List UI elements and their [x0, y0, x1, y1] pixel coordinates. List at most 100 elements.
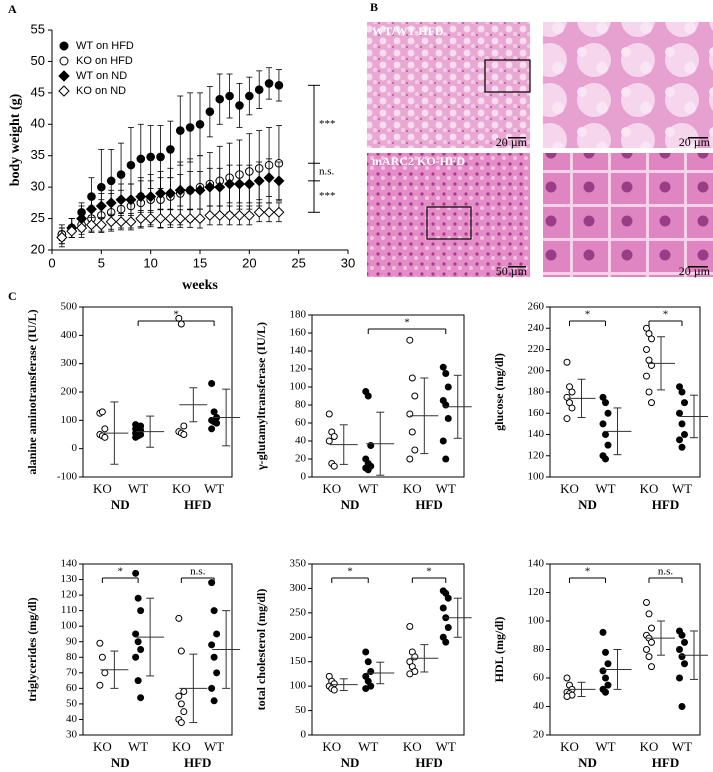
data-point — [132, 569, 140, 577]
y-tick-label: 260 — [528, 301, 545, 313]
x-tick-label: 25 — [291, 255, 305, 270]
y-tick-label: 40 — [31, 116, 45, 131]
y-tick-label: 160 — [528, 407, 545, 419]
data-point — [224, 209, 236, 221]
data-point — [602, 399, 609, 407]
data-point — [676, 674, 683, 682]
panel-label: A — [8, 2, 17, 16]
y-tick-label: 80 — [295, 399, 307, 411]
data-point — [681, 660, 688, 668]
y-tick-label: 120 — [61, 589, 78, 601]
data-point — [174, 184, 186, 196]
x-tick-label: KO — [403, 481, 422, 496]
data-point — [225, 91, 234, 101]
y-tick-label: 100 — [61, 414, 78, 426]
zoom-box — [426, 206, 472, 240]
data-point — [563, 674, 571, 682]
group-label: HFD — [415, 755, 442, 770]
data-point — [678, 631, 686, 639]
plot-frame — [82, 563, 233, 736]
y-tick-label: 110 — [61, 604, 78, 616]
data-point — [602, 648, 609, 656]
data-point — [105, 197, 117, 209]
data-point — [177, 719, 185, 727]
data-point — [96, 681, 104, 689]
data-point — [174, 213, 186, 225]
data-point — [325, 410, 333, 418]
group-label: ND — [111, 755, 130, 770]
y-tick-label: 35 — [31, 147, 45, 162]
y-tick-label: 100 — [528, 615, 545, 627]
y-tick-label: -100 — [57, 471, 78, 483]
x-tick-label: WT — [595, 739, 615, 754]
y-tick-label: 120 — [528, 449, 545, 461]
data-point — [205, 107, 215, 117]
y-tick-label: 140 — [290, 345, 307, 357]
data-point — [643, 372, 650, 380]
data-point — [330, 462, 338, 470]
y-tick-label: 140 — [528, 428, 545, 440]
data-point — [180, 431, 188, 438]
scale-bar — [688, 137, 708, 139]
data-point — [125, 194, 137, 206]
y-tick-label: 20 — [533, 729, 545, 741]
data-point — [568, 388, 576, 396]
x-tick-label: WT — [128, 481, 148, 496]
data-point — [175, 126, 185, 135]
data-point — [599, 420, 607, 428]
data-point — [208, 684, 216, 692]
data-point — [264, 79, 274, 88]
y-axis-label: γ-glutamyltransferase (IU/L) — [254, 322, 268, 471]
data-point — [213, 669, 221, 677]
y-tick-label: 140 — [61, 558, 78, 570]
zoom-box — [484, 59, 531, 93]
data-point — [195, 119, 205, 129]
x-tick-label: KO — [560, 739, 579, 754]
data-point — [155, 187, 167, 199]
data-point — [645, 653, 653, 661]
data-point — [678, 703, 686, 710]
y-tick-label: 180 — [528, 386, 545, 398]
data-point — [166, 145, 175, 154]
significance-label: n.s. — [658, 566, 674, 578]
y-tick-label: 30 — [31, 179, 45, 194]
data-point — [604, 441, 612, 449]
data-point — [184, 184, 196, 196]
scale-bar-label: 20 µm — [679, 135, 711, 149]
data-point — [145, 191, 157, 203]
significance-label: * — [404, 317, 410, 329]
significance-label: *** — [319, 118, 336, 130]
data-point — [442, 370, 450, 377]
x-tick-label: WT — [595, 481, 615, 496]
data-point — [274, 81, 284, 90]
group-label: HFD — [184, 755, 211, 770]
data-point — [408, 374, 416, 382]
data-point — [599, 667, 607, 675]
marker — [58, 85, 70, 97]
data-point — [85, 203, 97, 215]
data-point — [364, 658, 372, 666]
significance-label: * — [585, 566, 591, 578]
data-point — [56, 231, 68, 243]
data-point — [134, 594, 142, 602]
data-point — [213, 419, 221, 427]
data-point — [204, 209, 216, 221]
marker — [59, 41, 69, 51]
data-point — [676, 646, 683, 653]
data-point — [137, 646, 145, 653]
x-tick-label: 10 — [143, 255, 157, 270]
x-tick-label: KO — [172, 481, 191, 496]
data-point — [97, 182, 106, 192]
plot-frame — [311, 314, 465, 478]
data-point — [681, 638, 688, 646]
data-point — [76, 222, 88, 234]
data-point — [210, 607, 218, 615]
data-point — [678, 443, 686, 451]
y-tick-label: 80 — [533, 643, 545, 655]
y-tick-label: 100 — [61, 620, 78, 632]
x-tick-label: KO — [322, 739, 341, 754]
marker — [59, 56, 69, 66]
data-point — [254, 85, 264, 95]
data-point — [175, 614, 183, 622]
data-point — [676, 409, 683, 417]
